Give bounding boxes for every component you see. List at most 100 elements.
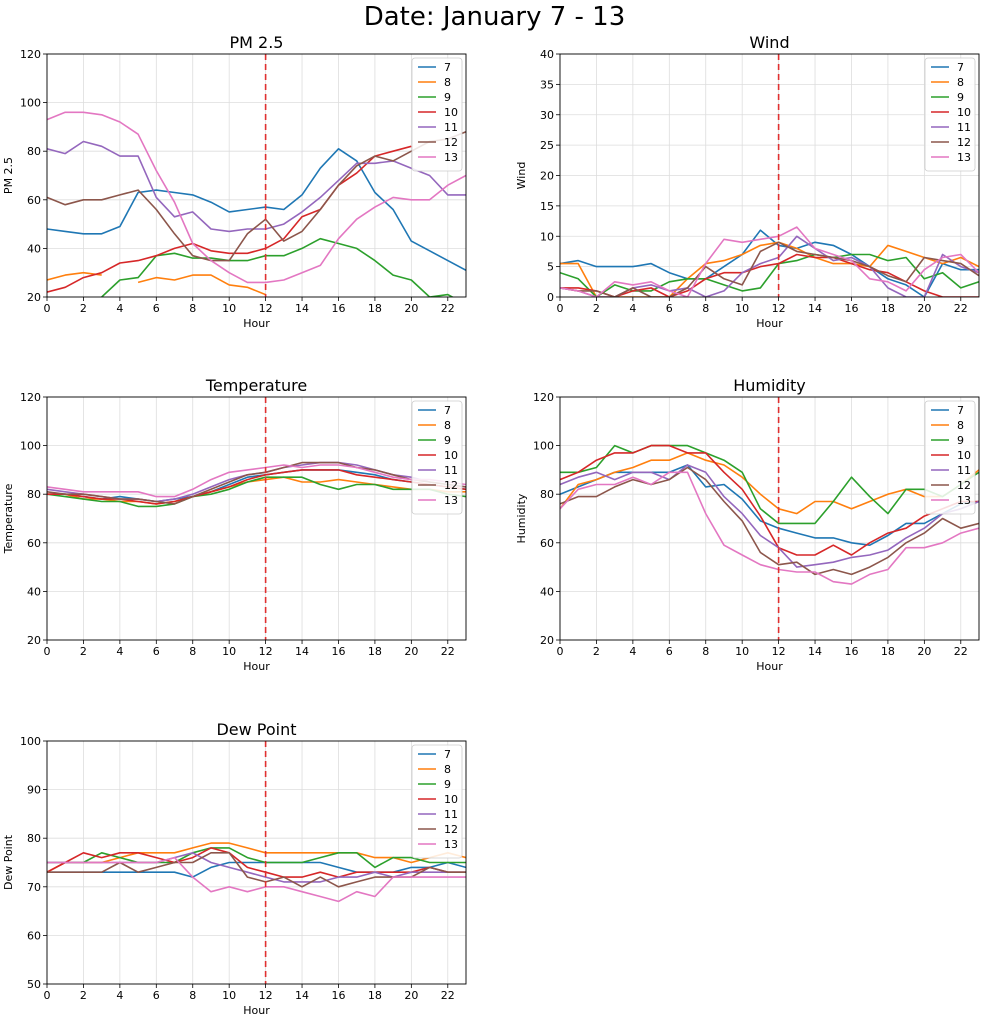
x-tick-label: 10	[735, 645, 749, 658]
series-line-10	[560, 444, 979, 556]
y-tick-label: 40	[27, 585, 41, 598]
x-tick-label: 6	[153, 989, 160, 1002]
y-tick-label: 80	[27, 145, 41, 158]
series-line-9	[560, 444, 979, 525]
y-tick-label: 25	[540, 139, 554, 152]
x-tick-label: 18	[368, 645, 382, 658]
x-tick-label: 4	[629, 645, 636, 658]
series-line-9	[47, 476, 466, 508]
x-tick-label: 20	[917, 302, 931, 315]
legend: 7 8 9 10 11 12 13	[924, 57, 976, 172]
series-lines	[560, 444, 979, 585]
series-line-8	[47, 842, 466, 873]
x-axis-label: Hour	[243, 317, 270, 330]
legend-label-9: 9	[444, 778, 451, 791]
panel-title: Wind	[749, 33, 789, 52]
legend-label-10: 10	[444, 449, 458, 462]
x-tick-label: 8	[702, 645, 709, 658]
x-tick-label: 12	[772, 302, 786, 315]
series-lines	[560, 226, 979, 297]
x-tick-label: 6	[666, 302, 673, 315]
series-line-9	[101, 237, 455, 297]
series-line-13	[560, 471, 979, 585]
legend-label-10: 10	[957, 106, 971, 119]
x-tick-label: 0	[557, 645, 564, 658]
series-line-12	[560, 466, 979, 576]
legend-label-11: 11	[444, 121, 458, 134]
x-tick-label: 8	[189, 302, 196, 315]
x-tick-label: 10	[222, 989, 236, 1002]
y-tick-label: 20	[540, 170, 554, 183]
x-tick-label: 0	[44, 989, 51, 1002]
x-axis-label: Hour	[756, 317, 783, 330]
x-tick-label: 10	[222, 302, 236, 315]
x-tick-label: 2	[80, 645, 87, 658]
x-tick-label: 8	[702, 302, 709, 315]
series-lines	[47, 461, 466, 508]
x-tick-label: 20	[404, 989, 418, 1002]
legend: 7 8 9 10 11 12 13	[411, 57, 463, 172]
x-axis-label: Hour	[756, 660, 783, 673]
x-tick-label: 22	[441, 989, 455, 1002]
y-axis-label: Wind	[515, 162, 528, 190]
panel-title: PM 2.5	[230, 33, 284, 52]
x-tick-label: 14	[295, 645, 309, 658]
series-line-11	[560, 464, 979, 568]
legend-label-7: 7	[444, 748, 451, 761]
series-line-11	[47, 140, 466, 233]
legend-label-13: 13	[957, 494, 971, 507]
y-tick-label: 40	[540, 585, 554, 598]
panel-title: Dew Point	[216, 720, 296, 739]
series-line-7	[560, 464, 979, 546]
x-tick-label: 20	[404, 302, 418, 315]
x-tick-label: 6	[153, 302, 160, 315]
legend-label-10: 10	[444, 793, 458, 806]
legend: 7 8 9 10 11 12 13	[411, 744, 463, 859]
x-tick-label: 10	[222, 645, 236, 658]
x-tick-label: 16	[331, 302, 345, 315]
x-tick-label: 22	[954, 645, 968, 658]
x-tick-label: 22	[954, 302, 968, 315]
x-tick-label: 0	[557, 302, 564, 315]
x-tick-label: 0	[44, 645, 51, 658]
panel-pm-2-5: 0 2 4 6 8 10 12 14 16 18 20 22 20 40 60 80 100 120 Hour PM …	[2, 33, 467, 330]
y-tick-label: 40	[27, 242, 41, 255]
legend-label-7: 7	[957, 61, 964, 74]
x-tick-label: 6	[666, 645, 673, 658]
legend-label-13: 13	[957, 151, 971, 164]
y-tick-label: 80	[27, 488, 41, 501]
x-tick-label: 12	[772, 645, 786, 658]
series-line-9	[47, 847, 466, 869]
legend: 7 8 9 10 11 12 13	[411, 400, 463, 515]
x-tick-label: 8	[189, 645, 196, 658]
series-lines	[47, 111, 466, 297]
x-tick-label: 10	[735, 302, 749, 315]
legend-label-13: 13	[444, 151, 458, 164]
series-line-13	[560, 226, 979, 297]
x-tick-label: 2	[80, 989, 87, 1002]
series-line-8	[47, 271, 266, 296]
panel-dew-point: 0 2 4 6 8 10 12 14 16 18 20 22 50 60 70 80 90 100 Hour Dew …	[2, 720, 467, 1017]
series-line-12	[560, 241, 979, 297]
legend-label-8: 8	[957, 419, 964, 432]
legend-label-10: 10	[957, 449, 971, 462]
x-tick-label: 14	[295, 989, 309, 1002]
series-line-8	[560, 241, 979, 297]
y-axis-label: Dew Point	[2, 834, 15, 890]
x-tick-label: 14	[295, 302, 309, 315]
y-tick-label: 0	[547, 291, 554, 304]
y-tick-label: 100	[20, 440, 41, 453]
y-tick-label: 80	[540, 488, 554, 501]
x-tick-label: 20	[404, 645, 418, 658]
series-line-12	[47, 461, 466, 505]
legend-label-11: 11	[444, 464, 458, 477]
x-tick-label: 14	[808, 645, 822, 658]
plot-frame	[46, 740, 467, 985]
panel-title: Temperature	[205, 376, 307, 395]
x-tick-label: 12	[259, 645, 273, 658]
y-tick-label: 120	[20, 391, 41, 404]
y-tick-label: 60	[27, 929, 41, 942]
y-tick-label: 60	[27, 537, 41, 550]
legend-label-9: 9	[957, 91, 964, 104]
series-line-10	[560, 253, 979, 297]
